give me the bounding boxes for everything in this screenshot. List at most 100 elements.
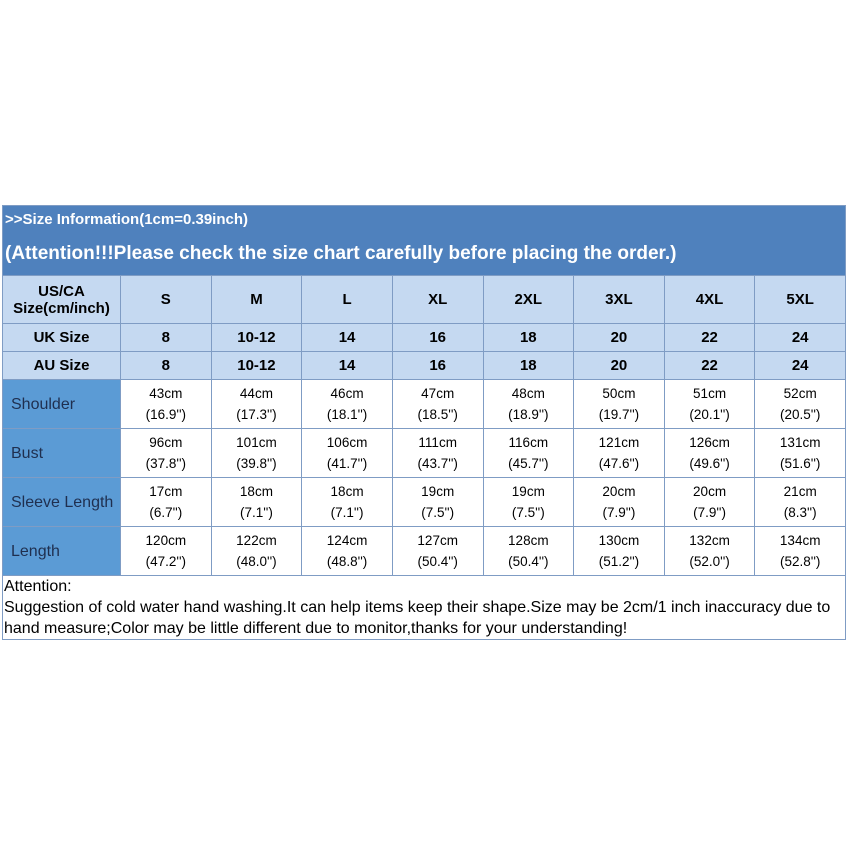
measurement-cell: 120cm (47.2''): [120, 526, 212, 576]
inch-value: (7.9''): [602, 505, 636, 520]
cm-value: 116cm: [508, 435, 549, 450]
inch-value: (7.1''): [330, 505, 364, 520]
measurement-cell: 132cm (52.0''): [663, 526, 756, 576]
size-table: >>Size Information(1cm=0.39inch) (Attent…: [2, 205, 846, 640]
us-size-cell: XL: [391, 275, 484, 324]
measurement-cell: 50cm (19.7''): [573, 379, 665, 429]
inch-value: (39.8''): [236, 456, 277, 471]
uk-size-label: UK Size: [2, 323, 121, 352]
cm-value: 18cm: [239, 484, 273, 499]
measurement-cell: 18cm (7.1''): [301, 477, 393, 527]
au-size-cell: 10-12: [210, 351, 303, 380]
measurement-cell: 17cm (6.7''): [120, 477, 212, 527]
au-size-row: AU Size 8 10-12 14 16 18 20 22 24: [2, 351, 846, 380]
us-size-cell: 3XL: [573, 275, 665, 324]
measurement-cell: 101cm (39.8''): [210, 428, 303, 478]
footer-row: Attention: Suggestion of cold water hand …: [2, 575, 846, 640]
au-size-cell: 20: [573, 351, 665, 380]
inch-value: (47.6''): [598, 456, 640, 471]
us-size-row: US/CA Size(cm/inch) S M L XL 2XL 3XL 4XL 5XL: [2, 275, 846, 324]
cm-value: 20cm: [602, 484, 636, 499]
inch-value: (18.9''): [508, 407, 549, 422]
cm-value: 132cm: [689, 533, 730, 548]
us-label-line1: US/CA: [38, 282, 85, 300]
measurement-cell: 48cm (18.9''): [482, 379, 575, 429]
uk-size-cell: 8: [120, 323, 212, 352]
uk-size-cell: 16: [391, 323, 484, 352]
inch-value: (37.8''): [145, 456, 187, 471]
inch-value: (16.9''): [145, 407, 187, 422]
cm-value: 127cm: [417, 533, 458, 548]
cm-value: 124cm: [326, 533, 368, 548]
inch-value: (51.6''): [779, 456, 821, 471]
us-label-line2: Size(cm/inch): [13, 299, 110, 317]
measurement-cell: 116cm (45.7''): [482, 428, 575, 478]
cm-value: 43cm: [149, 386, 183, 401]
measurement-cell: 106cm (41.7''): [301, 428, 393, 478]
us-size-label: US/CA Size(cm/inch): [2, 275, 121, 324]
footer-heading: Attention:: [4, 578, 72, 595]
us-size-cell: L: [301, 275, 393, 324]
inch-value: (7.5''): [421, 505, 455, 520]
uk-size-cell: 22: [663, 323, 756, 352]
cm-value: 111cm: [418, 435, 457, 450]
cm-value: 21cm: [783, 484, 817, 499]
cm-value: 51cm: [693, 386, 727, 401]
cm-value: 47cm: [421, 386, 455, 401]
au-size-cell: 18: [482, 351, 575, 380]
inch-value: (7.5''): [511, 505, 545, 520]
footer-note: Attention: Suggestion of cold water hand …: [2, 575, 846, 640]
measurement-cell: 43cm (16.9''): [120, 379, 212, 429]
measurement-cell: 96cm (37.8''): [120, 428, 212, 478]
measurement-label: Length: [2, 526, 121, 576]
cm-value: 48cm: [511, 386, 545, 401]
inch-value: (52.0''): [689, 554, 730, 569]
measurement-cell: 20cm (7.9''): [573, 477, 665, 527]
measurement-cell: 124cm (48.8''): [301, 526, 393, 576]
au-size-cell: 16: [391, 351, 484, 380]
cm-value: 46cm: [330, 386, 364, 401]
inch-value: (7.1''): [239, 505, 273, 520]
cm-value: 120cm: [145, 533, 187, 548]
inch-value: (48.8''): [326, 554, 368, 569]
inch-value: (20.5''): [779, 407, 821, 422]
measurement-cell: 127cm (50.4''): [391, 526, 484, 576]
cm-value: 19cm: [511, 484, 545, 499]
inch-value: (50.4''): [508, 554, 549, 569]
au-size-label: AU Size: [2, 351, 121, 380]
inch-value: (7.9''): [693, 505, 727, 520]
measurement-cell: 134cm (52.8''): [754, 526, 846, 576]
cm-value: 18cm: [330, 484, 364, 499]
measurement-label: Sleeve Length: [2, 477, 121, 527]
uk-size-cell: 14: [301, 323, 393, 352]
inch-value: (8.3''): [783, 505, 817, 520]
inch-value: (45.7''): [508, 456, 549, 471]
inch-value: (19.7''): [598, 407, 640, 422]
measurement-row: Length 120cm (47.2'') 122cm (48.0'') 124cm (48…: [2, 526, 846, 576]
measurement-cell: 130cm (51.2''): [573, 526, 665, 576]
au-size-cell: 24: [754, 351, 846, 380]
us-size-cell: S: [120, 275, 212, 324]
measurement-cell: 122cm (48.0''): [210, 526, 303, 576]
au-size-cell: 14: [301, 351, 393, 380]
attention-banner: (Attention!!!Please check the size chart…: [2, 232, 846, 276]
inch-value: (50.4''): [417, 554, 458, 569]
measurement-cell: 18cm (7.1''): [210, 477, 303, 527]
cm-value: 106cm: [326, 435, 368, 450]
measurement-cell: 46cm (18.1''): [301, 379, 393, 429]
us-size-cell: M: [210, 275, 303, 324]
measurement-cell: 47cm (18.5''): [391, 379, 484, 429]
footer-text: Suggestion of cold water hand washing.It…: [4, 599, 831, 637]
measurement-row: Sleeve Length 17cm (6.7'') 18cm (7.1'') 18cm (…: [2, 477, 846, 527]
measurement-cell: 21cm (8.3''): [754, 477, 846, 527]
inch-value: (6.7''): [149, 505, 183, 520]
size-chart: >>Size Information(1cm=0.39inch) (Attent…: [2, 205, 846, 640]
measurement-cell: 19cm (7.5''): [482, 477, 575, 527]
us-size-cell: 4XL: [663, 275, 756, 324]
cm-value: 96cm: [149, 435, 183, 450]
measurement-cell: 51cm (20.1''): [663, 379, 756, 429]
measurement-cell: 131cm (51.6''): [754, 428, 846, 478]
cm-value: 121cm: [598, 435, 640, 450]
measurement-row: Shoulder 43cm (16.9'') 44cm (17.3'') 46cm (18.…: [2, 379, 846, 429]
inch-value: (20.1''): [689, 407, 730, 422]
